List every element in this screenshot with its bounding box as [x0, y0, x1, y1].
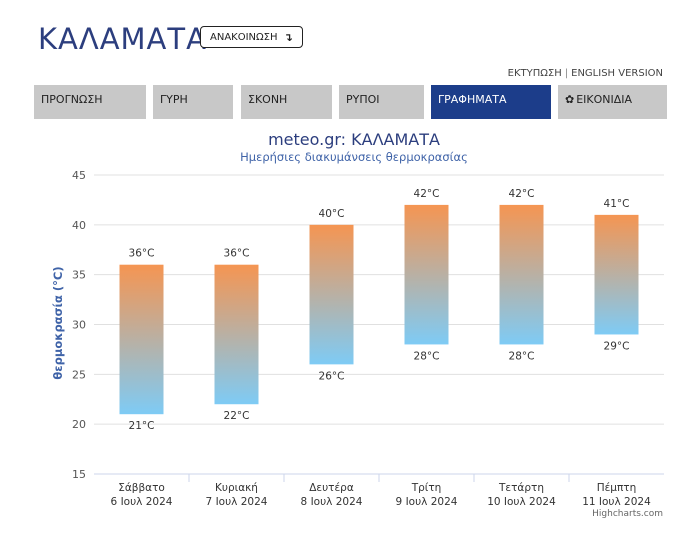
max-temp-label: 42°C	[414, 188, 440, 200]
y-tick-label: 20	[72, 418, 86, 431]
temperature-bar	[594, 214, 639, 335]
tab-dust[interactable]: ΣΚΟΝΗ	[241, 85, 332, 119]
y-tick-label: 45	[72, 169, 86, 182]
chart-subtitle: Ημερήσιες διακυμάνσεις θερμοκρασίας	[240, 150, 468, 164]
announcement-label: ΑΝΑΚΟΙΝΩΣΗ	[210, 31, 278, 43]
tab-pollutants-label: ΡΥΠΟΙ	[346, 93, 380, 106]
page-title: ΚΑΛΑΜΑΤΑ	[38, 22, 207, 56]
tab-dust-label: ΣΚΟΝΗ	[248, 93, 288, 106]
bars: 36°C 21°C 36°C 22°C 40°C 26°C 42°C 28°C 42°C 28°C…	[119, 188, 639, 432]
max-temp-label: 41°C	[604, 198, 630, 210]
temperature-bar	[499, 204, 544, 345]
tab-pollen[interactable]: ΓΥΡΗ	[153, 85, 233, 119]
print-link[interactable]: ΕΚΤΥΠΩΣΗ	[507, 68, 562, 79]
gear-icon: ✿	[565, 93, 575, 106]
x-date-label: 8 Ιουλ 2024	[301, 496, 363, 508]
tab-forecast[interactable]: ΠΡΟΓΝΩΣΗ	[34, 85, 146, 119]
max-temp-label: 36°C	[224, 248, 250, 260]
y-tick-label: 30	[72, 319, 86, 332]
x-day-label: Τετάρτη	[498, 482, 544, 494]
y-axis-title: θερμοκρασία (°C)	[51, 266, 65, 379]
y-tick-label: 15	[72, 468, 86, 481]
x-date-label: 9 Ιουλ 2024	[396, 496, 458, 508]
x-date-label: 11 Ιουλ 2024	[582, 496, 651, 508]
max-temp-label: 40°C	[319, 208, 345, 220]
temperature-chart: meteo.gr: ΚΑΛΑΜΑΤΑ Ημερήσιες διακυμάνσει…	[0, 125, 689, 535]
tab-pollen-label: ΓΥΡΗ	[160, 93, 188, 106]
y-tick-label: 40	[72, 219, 86, 232]
temperature-bar	[119, 264, 164, 415]
temperature-bar	[309, 224, 354, 365]
tab-icons-label: ΕΙΚΟΝΙΔΙΑ	[576, 93, 633, 106]
tab-charts-label: ΓΡΑΦΗΜΑΤΑ	[438, 93, 507, 106]
min-temp-label: 29°C	[604, 340, 630, 352]
english-version-link[interactable]: ENGLISH VERSION	[571, 68, 663, 79]
x-day-label: Δευτέρα	[309, 482, 354, 494]
max-temp-label: 42°C	[509, 188, 535, 200]
max-temp-label: 36°C	[129, 248, 155, 260]
temperature-bar	[404, 204, 449, 345]
min-temp-label: 22°C	[224, 410, 250, 422]
tab-charts[interactable]: ΓΡΑΦΗΜΑΤΑ	[431, 85, 551, 119]
x-day-label: Κυριακή	[215, 482, 258, 494]
chart-svg: meteo.gr: ΚΑΛΑΜΑΤΑ Ημερήσιες διακυμάνσει…	[51, 130, 664, 519]
x-day-label: Σάββατο	[118, 482, 165, 494]
links-separator: |	[564, 68, 569, 79]
chart-title: meteo.gr: ΚΑΛΑΜΑΤΑ	[268, 130, 440, 149]
x-date-label: 7 Ιουλ 2024	[206, 496, 268, 508]
x-day-label: Πέμπτη	[597, 482, 637, 494]
top-links: ΕΚΤΥΠΩΣΗ | ENGLISH VERSION	[508, 68, 663, 79]
min-temp-label: 26°C	[319, 370, 345, 382]
chart-credits[interactable]: Highcharts.com	[592, 509, 663, 519]
x-day-label: Τρίτη	[411, 482, 442, 494]
grid-lines	[94, 174, 664, 475]
tab-pollutants[interactable]: ΡΥΠΟΙ	[339, 85, 424, 119]
x-date-label: 10 Ιουλ 2024	[487, 496, 556, 508]
min-temp-label: 28°C	[509, 350, 535, 362]
x-date-label: 6 Ιουλ 2024	[111, 496, 173, 508]
tab-forecast-label: ΠΡΟΓΝΩΣΗ	[41, 93, 103, 106]
y-tick-label: 25	[72, 368, 86, 381]
y-axis-ticks: 15 20 25 30 35 40 45	[72, 169, 86, 481]
min-temp-label: 21°C	[129, 420, 155, 432]
y-tick-label: 35	[72, 269, 86, 282]
main-nav: ΠΡΟΓΝΩΣΗ ΓΥΡΗ ΣΚΟΝΗ ΡΥΠΟΙ ΓΡΑΦΗΜΑΤΑ ✿ ΕΙΚ…	[34, 85, 667, 119]
tab-icons[interactable]: ✿ ΕΙΚΟΝΙΔΙΑ	[558, 85, 667, 119]
min-temp-label: 28°C	[414, 350, 440, 362]
x-axis-labels: Σάββατο 6 Ιουλ 2024 Κυριακή 7 Ιουλ 2024 Δευτ…	[111, 474, 651, 508]
arrow-down-right-icon: ↴	[283, 30, 293, 44]
announcement-button[interactable]: ΑΝΑΚΟΙΝΩΣΗ ↴	[200, 26, 303, 48]
temperature-bar	[214, 264, 259, 405]
